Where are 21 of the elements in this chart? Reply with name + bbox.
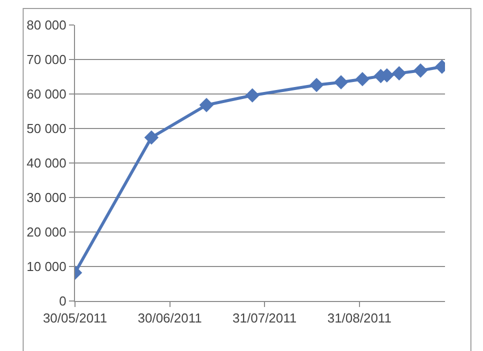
x-tick-label: 30/06/2011 bbox=[138, 310, 202, 326]
y-tick-label: 70 000 bbox=[26, 52, 66, 68]
point bbox=[144, 130, 159, 145]
y-tick-label: 80 000 bbox=[26, 18, 66, 33]
y-tick-label: 0 bbox=[59, 294, 66, 309]
y-tick-label: 30 000 bbox=[26, 190, 66, 206]
point bbox=[334, 75, 348, 90]
x-tick-label: 31/08/2011 bbox=[327, 310, 392, 326]
point bbox=[413, 63, 428, 78]
point bbox=[245, 88, 260, 103]
point bbox=[355, 72, 370, 86]
x-tick-label: 30/05/2011 bbox=[42, 310, 108, 326]
y-tick-label: 40 000 bbox=[26, 156, 66, 171]
point bbox=[199, 98, 214, 112]
y-tick-label: 20 000 bbox=[26, 224, 66, 240]
x-tick-label: 31/07/2011 bbox=[232, 310, 297, 326]
point bbox=[392, 66, 406, 80]
y-tick-label: 60 000 bbox=[26, 86, 66, 102]
y-tick-label: 10 000 bbox=[26, 259, 66, 274]
point bbox=[309, 78, 324, 92]
y-tick-label: 50 000 bbox=[26, 121, 66, 136]
